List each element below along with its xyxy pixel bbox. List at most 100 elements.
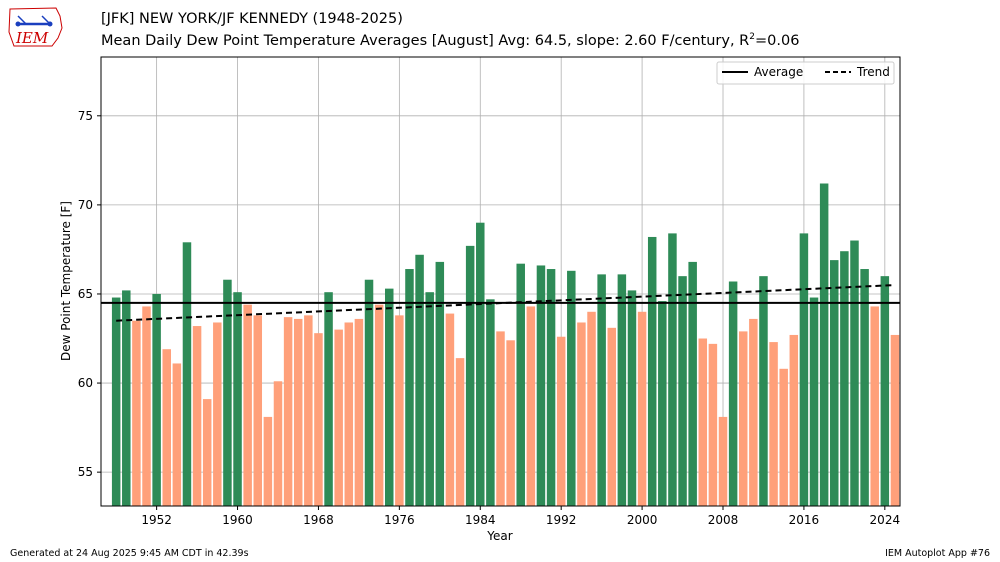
bar xyxy=(597,274,606,506)
bar xyxy=(516,263,525,506)
bar xyxy=(769,342,778,506)
bar xyxy=(506,340,515,506)
reference-lines xyxy=(101,284,900,322)
x-tick-label: 1984 xyxy=(465,513,496,527)
x-tick-label: 2008 xyxy=(708,513,739,527)
bar xyxy=(617,274,627,506)
footer-generated: Generated at 24 Aug 2025 9:45 AM CDT in … xyxy=(10,548,249,559)
x-tick-label: 1968 xyxy=(303,513,334,527)
bar xyxy=(354,318,364,506)
bar xyxy=(253,315,263,506)
bar xyxy=(779,368,788,506)
bar xyxy=(789,334,799,506)
bar xyxy=(273,381,283,506)
bar xyxy=(678,276,687,506)
x-tick-label: 1976 xyxy=(384,513,415,527)
bar xyxy=(374,304,384,506)
iem-logo: IEM xyxy=(8,7,63,47)
bar xyxy=(627,290,637,506)
x-axis-label: Year xyxy=(486,529,512,543)
bar xyxy=(415,254,424,506)
x-tick-label: 2024 xyxy=(870,513,901,527)
bar xyxy=(728,281,738,506)
bar xyxy=(860,269,869,506)
bar xyxy=(840,251,849,506)
bar xyxy=(809,297,819,506)
bar xyxy=(425,292,434,506)
bar xyxy=(486,299,495,506)
bars xyxy=(111,183,900,507)
bar xyxy=(435,261,445,506)
bar xyxy=(749,318,758,506)
y-tick-label: 75 xyxy=(78,109,93,123)
y-axis-label: Dew Point Temperature [F] xyxy=(59,201,73,361)
bar xyxy=(132,320,141,506)
bar xyxy=(293,318,303,506)
plot-frame xyxy=(100,56,901,507)
bar xyxy=(364,279,374,506)
x-tick-label: 1960 xyxy=(222,513,253,527)
bar xyxy=(587,311,596,506)
chart-subtitle: Mean Daily Dew Point Temperature Average… xyxy=(101,32,799,49)
bar xyxy=(870,306,879,506)
legend-average-label: Average xyxy=(754,65,803,79)
bar xyxy=(384,288,394,506)
bar xyxy=(637,311,647,506)
bar xyxy=(182,242,192,507)
logo-text: IEM xyxy=(15,29,49,47)
x-tick-label: 2016 xyxy=(789,513,820,527)
bar xyxy=(263,416,273,506)
bar xyxy=(334,329,343,506)
legend-box xyxy=(716,61,895,85)
bar xyxy=(567,270,576,506)
y-tick-label: 55 xyxy=(78,465,93,479)
bar xyxy=(556,336,566,506)
bar xyxy=(546,269,556,506)
x-tick-label: 1992 xyxy=(546,513,577,527)
bar xyxy=(577,322,586,506)
bar xyxy=(111,297,121,506)
legend-trend-label: Trend xyxy=(856,65,890,79)
bar xyxy=(688,261,697,506)
bar xyxy=(799,233,809,506)
bar xyxy=(243,304,252,506)
bar xyxy=(283,317,293,506)
bar xyxy=(830,260,839,506)
bar xyxy=(850,240,859,506)
y-tick-label: 65 xyxy=(78,287,93,301)
bar xyxy=(658,301,667,506)
bar xyxy=(607,327,617,506)
bar xyxy=(122,290,131,506)
bar xyxy=(324,292,333,506)
bar xyxy=(455,358,465,506)
bar xyxy=(698,338,708,506)
legend: Average Trend xyxy=(716,61,895,85)
bar xyxy=(536,265,546,506)
bar xyxy=(304,315,313,506)
y-tick-label: 60 xyxy=(78,376,93,390)
bar xyxy=(395,315,404,506)
bar xyxy=(890,334,900,506)
bar xyxy=(223,279,232,506)
bar xyxy=(819,183,829,506)
axis-ticks: 1952 1960 1968 1976 1984 1992 2000 2008 2016 2024… xyxy=(78,109,900,527)
bar xyxy=(526,306,536,506)
subtitle-tail: =0.06 xyxy=(755,32,800,49)
bar xyxy=(476,222,485,506)
bar xyxy=(445,313,455,506)
bar xyxy=(718,416,728,506)
bar xyxy=(880,276,890,506)
x-tick-label: 1952 xyxy=(141,513,172,527)
footer-app: IEM Autoplot App #76 xyxy=(885,548,990,559)
bar xyxy=(172,363,182,506)
bar xyxy=(405,269,414,506)
bar xyxy=(202,399,212,506)
bar xyxy=(496,331,505,506)
bar xyxy=(738,331,748,506)
subtitle-text: Mean Daily Dew Point Temperature Average… xyxy=(101,32,750,49)
bar xyxy=(314,333,323,506)
chart-title: [JFK] NEW YORK/JF KENNEDY (1948-2025) xyxy=(101,11,403,27)
bar xyxy=(233,292,242,506)
bar xyxy=(759,276,768,506)
